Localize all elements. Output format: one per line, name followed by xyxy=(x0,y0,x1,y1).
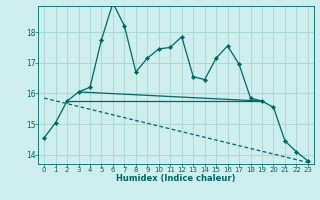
X-axis label: Humidex (Indice chaleur): Humidex (Indice chaleur) xyxy=(116,174,236,183)
